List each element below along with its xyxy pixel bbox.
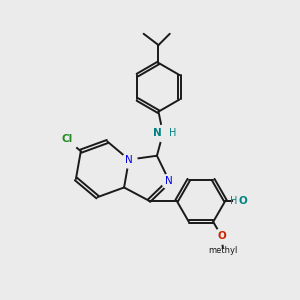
Text: O: O [217,231,226,241]
Text: O: O [238,196,247,206]
Text: N: N [165,176,173,186]
Text: Cl: Cl [61,134,72,144]
Text: N: N [125,155,133,165]
Text: H: H [169,128,177,138]
Text: N: N [153,128,161,138]
Text: methyl: methyl [208,246,238,255]
Text: H: H [230,196,237,206]
